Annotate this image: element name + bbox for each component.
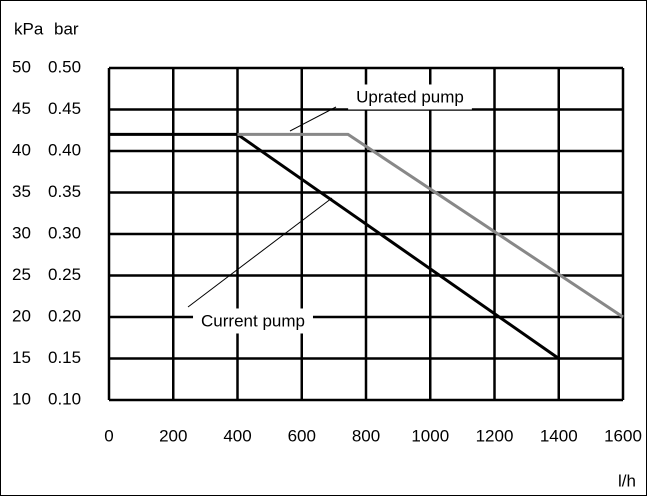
x-tick-label: 1600 (604, 426, 642, 445)
y2-tick-label: 0.50 (48, 57, 81, 76)
y2-tick-label: 0.30 (48, 223, 81, 242)
x-tick-label: 600 (288, 426, 316, 445)
y-tick-label: 10 (12, 389, 31, 408)
y-tick-label: 20 (12, 306, 31, 325)
label-background (348, 84, 472, 110)
y2-tick-label: 0.40 (48, 140, 81, 159)
series-line (237, 132, 624, 319)
x-tick-label: 1000 (411, 426, 449, 445)
y-tick-label: 15 (12, 348, 31, 367)
x-axis-label: l/h (618, 471, 636, 490)
y-tick-label: 50 (12, 57, 31, 76)
leader-line (289, 106, 337, 132)
x-tick-label: 1200 (476, 426, 514, 445)
y2-tick-label: 0.35 (48, 182, 81, 201)
y2-tick-label: 0.20 (48, 306, 81, 325)
legend-label: Current pump (201, 311, 305, 330)
y-tick-label: 30 (12, 223, 31, 242)
x-tick-label: 0 (104, 426, 113, 445)
y-tick-label: 25 (12, 265, 31, 284)
y-tick-label: 40 (12, 140, 31, 159)
y-tick-label: 35 (12, 182, 31, 201)
x-tick-label: 800 (352, 426, 380, 445)
y2-tick-label: 0.15 (48, 348, 81, 367)
y2-axis-label: bar (54, 19, 79, 38)
y-axis-label: kPa (14, 19, 44, 38)
x-tick-label: 1400 (540, 426, 578, 445)
y2-tick-label: 0.10 (48, 389, 81, 408)
x-tick-label: 400 (223, 426, 251, 445)
y2-tick-label: 0.45 (48, 99, 81, 118)
y-tick-label: 45 (12, 99, 31, 118)
y2-tick-label: 0.25 (48, 265, 81, 284)
legend-label: Uprated pump (356, 87, 464, 106)
label-background (193, 308, 313, 334)
x-tick-label: 200 (159, 426, 187, 445)
leader-line (187, 197, 333, 308)
